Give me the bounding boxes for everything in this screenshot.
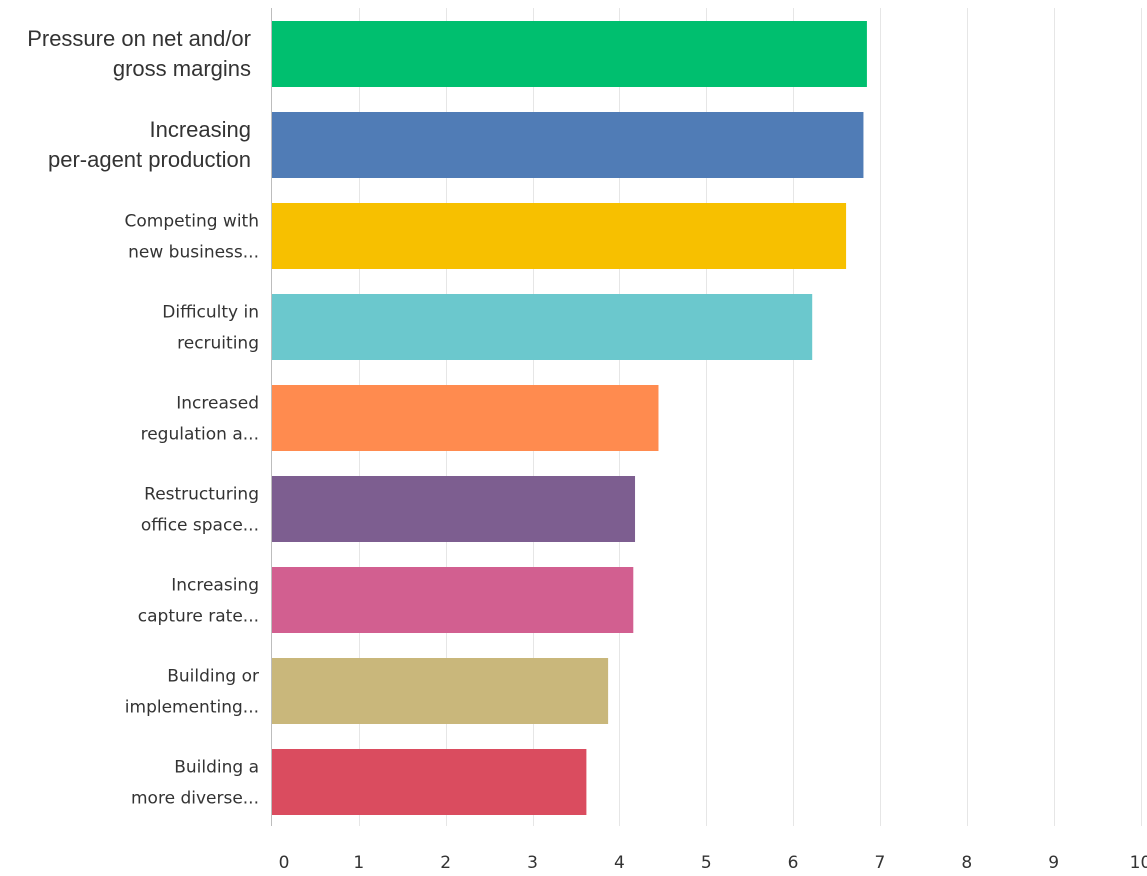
category-label-line: new business... — [128, 243, 259, 263]
bar-6[interactable] — [272, 476, 636, 542]
category-label-1: Pressure on net and/or gross margins — [27, 26, 251, 81]
category-label-7: Increasing capture rate... — [138, 576, 259, 627]
bar-5[interactable] — [272, 385, 659, 451]
x-axis-ticks: 0 1 2 3 4 5 6 7 8 9 10 — [279, 853, 1147, 873]
bar-2[interactable] — [272, 112, 864, 178]
category-label-3: Competing with new business... — [124, 212, 259, 263]
bar-3[interactable] — [272, 203, 847, 269]
category-label-line: Building a — [174, 758, 259, 778]
x-tick-label-3: 3 — [527, 853, 538, 873]
category-label-6: Restructuring office space... — [141, 485, 259, 536]
category-label-9: Building a more diverse... — [131, 758, 259, 809]
category-labels: Pressure on net and/or gross margins Incre… — [27, 26, 259, 809]
category-label-line: per-agent production — [48, 147, 251, 172]
category-label-line: Increasing — [149, 117, 251, 142]
bars-layer — [272, 21, 867, 815]
category-label-line: capture rate... — [138, 607, 259, 627]
bar-9[interactable] — [272, 749, 587, 815]
bar-7[interactable] — [272, 567, 634, 633]
category-label-4: Difficulty in recruiting — [162, 303, 259, 354]
x-tick-label-10: 10 — [1130, 853, 1147, 873]
x-tick-label-9: 9 — [1048, 853, 1059, 873]
bar-8[interactable] — [272, 658, 609, 724]
category-label-8: Building or implementing... — [125, 667, 259, 718]
category-label-line: Pressure on net and/or — [27, 26, 251, 51]
category-label-line: office space... — [141, 516, 259, 536]
bar-4[interactable] — [272, 294, 813, 360]
category-label-line: more diverse... — [131, 789, 259, 809]
x-tick-label-1: 1 — [353, 853, 364, 873]
category-label-line: recruiting — [177, 334, 259, 354]
bar-1[interactable] — [272, 21, 867, 87]
x-tick-label-8: 8 — [961, 853, 972, 873]
category-label-line: gross margins — [113, 56, 251, 81]
category-label-line: Restructuring — [144, 485, 259, 505]
x-tick-label-6: 6 — [788, 853, 799, 873]
category-label-line: Building or — [167, 667, 259, 687]
category-label-line: implementing... — [125, 698, 259, 718]
category-label-line: regulation a... — [141, 425, 259, 445]
category-label-line: Difficulty in — [162, 303, 259, 323]
category-label-2: Increasing per-agent production — [48, 117, 251, 172]
category-label-line: Increasing — [171, 576, 259, 596]
x-tick-label-0: 0 — [279, 853, 290, 873]
x-tick-label-5: 5 — [701, 853, 712, 873]
category-label-line: Increased — [176, 394, 259, 414]
category-label-line: Competing with — [124, 212, 259, 232]
category-label-5: Increased regulation a... — [141, 394, 259, 445]
x-tick-label-4: 4 — [614, 853, 625, 873]
x-tick-label-7: 7 — [875, 853, 886, 873]
x-tick-label-2: 2 — [440, 853, 451, 873]
